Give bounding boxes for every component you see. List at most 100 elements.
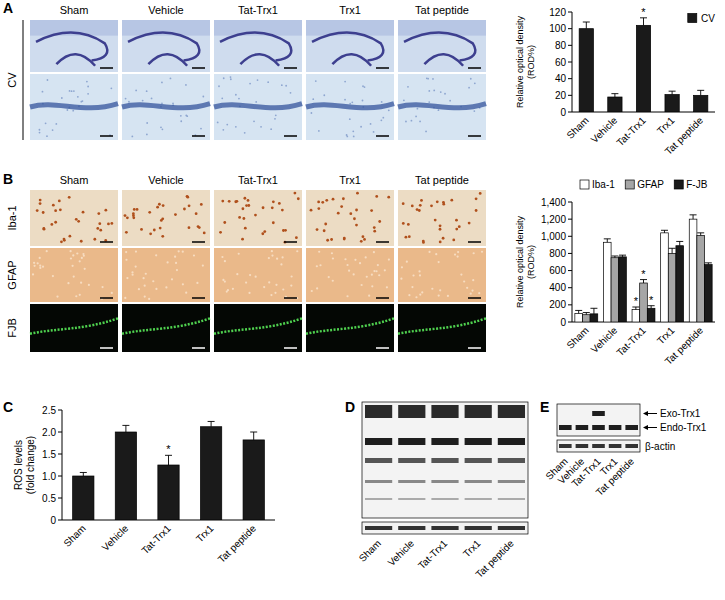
error-cap <box>575 310 582 311</box>
image-cell <box>400 278 402 280</box>
image-cell <box>355 224 358 227</box>
y-tick-label: 60 <box>555 57 567 68</box>
image-cell <box>39 199 42 202</box>
image-cell <box>318 130 320 132</box>
y-axis-title-line: (ROD%) <box>526 245 536 279</box>
image-cell <box>238 216 241 219</box>
y-tick-label: 80 <box>555 40 567 51</box>
image-cell <box>69 90 71 92</box>
y-axis-title-line: (ROD%) <box>526 45 536 79</box>
image-cell <box>267 81 269 83</box>
y-axis-title-line: Relative optical density <box>515 15 525 108</box>
row-label: Iba-1 <box>6 205 18 230</box>
image-cell <box>280 263 282 265</box>
image-ground <box>30 304 118 352</box>
error-cap <box>669 91 676 92</box>
image-cell <box>188 226 191 229</box>
error-stem <box>643 18 644 26</box>
image-cell <box>388 109 390 111</box>
image-cell <box>362 100 364 102</box>
image-cell <box>124 297 126 299</box>
error-bar <box>697 233 704 236</box>
image-cell <box>458 225 461 228</box>
image-cell <box>316 287 318 289</box>
blot-band <box>625 444 638 448</box>
lane-label: Tat-Trx1 <box>416 537 450 571</box>
image-cell <box>61 97 63 99</box>
image-cell <box>326 239 329 242</box>
image-cell <box>133 208 136 211</box>
image-cell <box>230 76 232 78</box>
image-cell <box>43 228 46 231</box>
image-cell <box>47 79 49 81</box>
error-stem <box>253 432 254 440</box>
image-cell <box>370 209 373 212</box>
image-cell <box>457 251 459 253</box>
error-stem <box>693 215 694 219</box>
image-cell <box>371 274 373 276</box>
image-cell <box>101 286 103 288</box>
chart: 00.51.01.52.02.5*ShamVehicleTat-Trx1Trx1… <box>3 399 275 565</box>
image-cell <box>241 207 244 210</box>
image-cell <box>63 238 66 241</box>
legend-swatch <box>625 180 634 189</box>
image-cell <box>39 257 41 259</box>
image-cell <box>342 197 345 200</box>
error-stem <box>168 455 169 465</box>
image-ground <box>30 190 118 246</box>
micrograph <box>122 190 210 246</box>
image-ground <box>398 190 486 246</box>
annotation: * <box>641 6 646 18</box>
image-cell <box>93 238 96 241</box>
bar <box>608 97 622 112</box>
image-cell <box>223 221 226 224</box>
image-cell <box>359 262 361 264</box>
blot-band <box>365 480 392 483</box>
image-cell <box>88 284 90 286</box>
image-cell <box>152 280 154 282</box>
column-header: Tat peptide <box>415 174 469 186</box>
legend-swatch <box>674 180 683 189</box>
image-cell <box>253 120 255 122</box>
image-cell <box>455 219 458 222</box>
error-stem <box>614 94 615 97</box>
image-ground <box>122 304 210 352</box>
image-cell <box>142 277 144 279</box>
scale-bar <box>284 241 297 243</box>
scale-bar <box>376 347 389 349</box>
image-cell <box>290 285 292 287</box>
image-cell <box>349 212 352 215</box>
y-tick <box>568 287 572 288</box>
image-cell <box>81 257 83 259</box>
image-cell <box>125 259 127 261</box>
lane-label: Tat peptide <box>594 455 637 498</box>
image-cell <box>235 200 238 203</box>
lane-label: Vehicle <box>386 537 417 568</box>
error-cap <box>676 241 683 242</box>
column-header: Tat-Trx1 <box>238 4 278 16</box>
blot-band <box>576 425 589 430</box>
image-cell <box>69 250 71 252</box>
image-cell <box>42 91 44 93</box>
image-cell <box>73 275 75 277</box>
image-cell <box>387 196 390 199</box>
image-cell <box>428 90 430 92</box>
blot-band <box>465 405 492 418</box>
error-stem <box>672 248 673 253</box>
image-cell <box>182 251 184 253</box>
blot-band <box>592 411 605 416</box>
image-cell <box>195 212 198 215</box>
image-cell <box>468 87 470 89</box>
y-tick-label: 800 <box>549 248 566 259</box>
image-cell <box>330 238 333 241</box>
error-cap <box>690 214 697 215</box>
image-cell <box>224 260 226 262</box>
image-cell <box>242 217 245 220</box>
image-cell <box>382 117 384 119</box>
y-tick <box>568 28 572 29</box>
error-cap <box>669 248 676 249</box>
image-layer <box>122 104 210 108</box>
annotation: * <box>649 294 654 306</box>
legend-swatch <box>580 180 589 189</box>
image-layer <box>404 33 475 61</box>
